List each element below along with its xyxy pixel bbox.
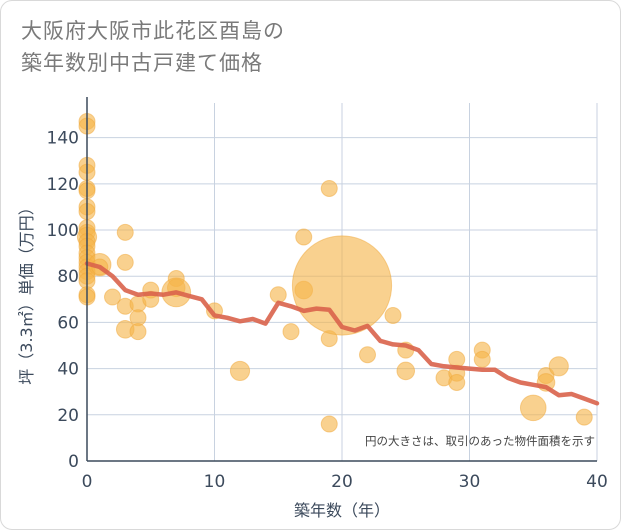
data-bubble — [129, 323, 147, 341]
data-bubble — [291, 235, 393, 336]
chart-title: 大阪府大阪市此花区酉島の 築年数別中古戸建て価格 — [21, 15, 285, 79]
x-tick-label: 10 — [204, 472, 226, 492]
data-bubble — [548, 356, 569, 377]
y-tick-label: 20 — [57, 406, 79, 426]
y-tick-label: 80 — [57, 267, 79, 287]
x-tick-label: 0 — [82, 472, 93, 492]
data-bubble — [282, 323, 300, 341]
y-tick-label: 60 — [57, 313, 79, 333]
x-tick-label: 30 — [459, 472, 481, 492]
data-bubble — [384, 306, 402, 324]
data-bubble — [320, 179, 338, 197]
y-tick-label: 0 — [68, 452, 79, 472]
data-bubble — [116, 223, 134, 241]
data-bubble — [473, 350, 491, 368]
data-bubble — [448, 373, 466, 391]
x-tick-label: 40 — [586, 472, 608, 492]
title-line-2: 築年数別中古戸建て価格 — [21, 51, 263, 75]
y-tick-label: 100 — [47, 221, 79, 241]
y-axis-title: 坪（3.3㎡）単価（万円） — [17, 199, 36, 384]
data-bubble — [575, 408, 593, 426]
bubble-size-note: 円の大きさは、取引のあった物件面積を示す — [365, 434, 595, 448]
data-bubble — [519, 394, 547, 422]
bubble-layer — [76, 112, 593, 433]
data-bubble — [229, 360, 251, 382]
y-tick-label: 140 — [47, 129, 79, 149]
x-tick-label: 20 — [331, 472, 353, 492]
title-line-1: 大阪府大阪市此花区酉島の — [21, 19, 285, 43]
data-bubble — [295, 228, 313, 246]
data-bubble — [320, 415, 338, 433]
data-bubble — [116, 253, 134, 271]
y-tick-label: 120 — [47, 175, 79, 195]
data-bubble — [269, 286, 287, 304]
data-bubble — [104, 288, 121, 306]
x-axis-title: 築年数（年） — [294, 501, 390, 520]
data-bubble — [359, 346, 376, 364]
trend-line — [84, 261, 600, 406]
data-bubble — [396, 361, 416, 381]
y-tick-label: 40 — [57, 360, 79, 380]
